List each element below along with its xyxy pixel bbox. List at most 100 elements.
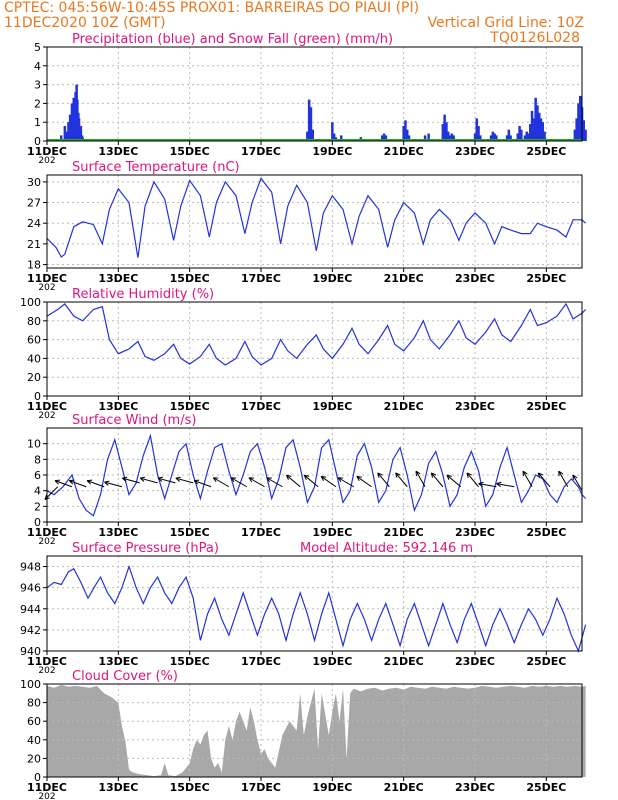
grid-line-note: Vertical Grid Line: 10Z <box>427 15 584 31</box>
wind-arrow <box>337 477 354 488</box>
panel-title: Surface Temperature (nC) <box>72 160 240 175</box>
precip-bar <box>538 112 541 141</box>
y-tick-label: 24 <box>27 217 41 230</box>
y-tick-label: 5 <box>34 41 41 54</box>
wind-arrow-head <box>356 475 362 478</box>
precip-bar <box>507 129 511 141</box>
x-tick-label: 17DEC <box>241 781 281 794</box>
precip-bar <box>427 133 430 141</box>
wind-arrow <box>522 470 533 487</box>
panel-pres: 940 942 944 946 948 11DEC 13DEC 15DEC 17DEC 19DEC… <box>20 541 587 676</box>
wind-arrow-head <box>54 480 59 485</box>
precip-bar <box>307 99 311 141</box>
y-tick-label: 20 <box>27 752 41 765</box>
precip-bar <box>579 95 582 141</box>
wind-arrow-head <box>466 472 469 478</box>
wind-arrow-head <box>248 477 253 483</box>
precip-bar <box>381 135 384 141</box>
x-tick-label: 15DEC <box>170 526 210 539</box>
wind-arrow <box>157 477 176 484</box>
y-tick-label: 80 <box>27 697 41 710</box>
x-tick-label: 15DEC <box>170 272 210 285</box>
precip-bar <box>575 118 578 141</box>
y-tick-label: 4 <box>34 60 41 73</box>
wind-arrow-head <box>266 477 271 483</box>
x-tick-label: 17DEC <box>241 272 281 285</box>
chart-header: CPTEC: 045:56W-10:45S PROX01: BARREIRAS … <box>0 0 618 50</box>
wind-arrow-head <box>68 480 74 485</box>
precip-bar <box>477 126 480 141</box>
precip-bar <box>67 122 70 141</box>
y-tick-label: 21 <box>27 238 41 251</box>
precip-bar <box>311 129 314 141</box>
wind-arrow-head <box>175 476 181 479</box>
precip-bar <box>384 135 388 141</box>
wind-arrow <box>377 472 390 488</box>
wind-arrow <box>415 470 426 487</box>
wind-arrow <box>266 477 283 488</box>
panel-title: Precipitation (blue) and Snow Fall (gree… <box>72 32 393 47</box>
wind-arrow-head <box>430 472 434 478</box>
x-year-fragment: 202 <box>38 537 55 547</box>
wind-arrow-head <box>356 476 360 482</box>
precip-bar <box>331 122 334 141</box>
precip-bar <box>518 126 521 141</box>
y-tick-label: 18 <box>27 259 41 272</box>
wind-arrow-head <box>69 479 75 482</box>
wind-arrow <box>140 477 158 484</box>
x-tick-label: 17DEC <box>241 655 281 668</box>
x-year-fragment: 202 <box>38 411 55 421</box>
wind-arrow-head <box>87 479 93 482</box>
x-tick-label: 11DEC <box>27 655 67 668</box>
wind-arrow <box>478 483 497 488</box>
x-year-fragment: 202 <box>38 792 55 800</box>
precip-bar <box>573 129 577 141</box>
wind-arrow-head <box>122 476 128 479</box>
wind-arrow <box>213 477 230 488</box>
y-tick-label: 942 <box>20 624 41 637</box>
pres-line <box>46 564 587 653</box>
x-tick-label: 25DEC <box>526 145 566 158</box>
panel-title: Cloud Cover (%) <box>72 669 178 684</box>
wind-arrow-head <box>377 472 383 476</box>
y-tick-label: 10 <box>27 438 41 451</box>
panel-title: Surface Wind (m/s) <box>72 413 196 428</box>
x-tick-label: 21DEC <box>384 145 424 158</box>
y-tick-label: 60 <box>27 715 41 728</box>
panel-temp: 18 21 24 27 30 11DEC 13DEC 15DEC 17DEC 19DEC 21DEC… <box>27 160 587 293</box>
y-tick-label: 0 <box>34 390 41 403</box>
wind-arrow-head <box>496 483 501 487</box>
wind-arrow <box>69 480 87 488</box>
plot-frame <box>46 174 583 269</box>
x-tick-label: 15DEC <box>170 781 210 794</box>
y-tick-label: 3 <box>34 79 41 92</box>
x-tick-label: 11DEC <box>27 400 67 413</box>
wind-arrow-head <box>431 472 437 476</box>
x-tick-label: 23DEC <box>455 145 495 158</box>
wind-arrow <box>104 481 123 488</box>
x-tick-label: 25DEC <box>526 655 566 668</box>
wind-arrow-head <box>104 480 110 483</box>
x-tick-label: 11DEC <box>27 781 67 794</box>
y-tick-label: 80 <box>27 315 41 328</box>
precip-bar <box>404 120 407 141</box>
x-tick-label: 23DEC <box>455 272 495 285</box>
wind-arrow-head <box>140 476 146 479</box>
x-tick-label: 23DEC <box>455 526 495 539</box>
wind-arrow <box>320 476 337 488</box>
x-tick-label: 21DEC <box>384 272 424 285</box>
wind-arrow-head <box>558 470 564 475</box>
wind-arrow <box>86 480 105 488</box>
plot-frame <box>46 301 583 397</box>
panel-title: Relative Humidity (%) <box>72 287 214 302</box>
precip-bar <box>520 129 523 141</box>
x-tick-label: 25DEC <box>526 781 566 794</box>
wind-arrow <box>286 474 301 488</box>
precip-bar <box>445 122 448 141</box>
panel-title: Surface Pressure (hPa) <box>72 541 219 556</box>
wind-arrow-head <box>44 494 48 500</box>
y-tick-label: 0 <box>34 771 41 784</box>
precip-bar <box>516 133 519 141</box>
wind-arrow <box>466 472 479 488</box>
wind-arrow-head <box>212 477 217 483</box>
